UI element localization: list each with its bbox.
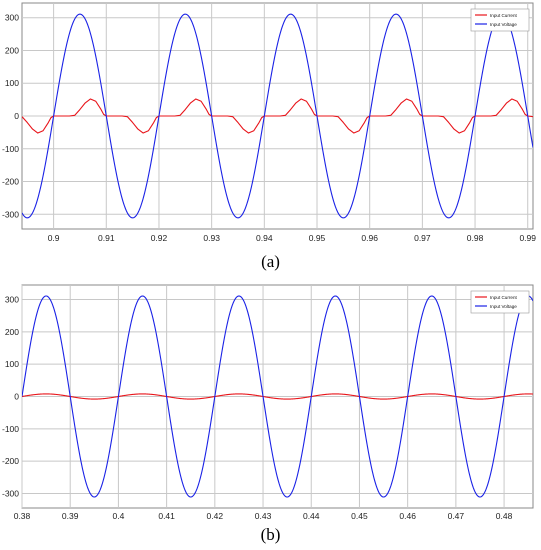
caption-b: (b) (260, 525, 281, 544)
legend-label: Input Voltage (490, 22, 517, 27)
x-tick-label: 0.94 (256, 233, 273, 243)
x-tick-label: 0.46 (399, 511, 416, 521)
x-tick-label: 0.48 (496, 511, 513, 521)
caption-a: (a) (261, 252, 280, 271)
legend-label: Input Voltage (490, 304, 517, 309)
y-tick-label: 0 (14, 111, 19, 121)
chart-panel-b: 0.38 0.39 0.4 0.41 0.42 0.43 0.44 0.45 0.46 0.47 0… (0, 280, 541, 550)
series-line-input-current (22, 393, 533, 400)
legend-label: Input Current (490, 295, 518, 300)
x-tick-label: 0.96 (361, 233, 378, 243)
y-tick-label: 100 (5, 78, 19, 88)
x-tick-label: 0.97 (414, 233, 431, 243)
y-tick-label: -300 (2, 488, 19, 498)
y-tick-label: 300 (5, 295, 19, 305)
x-tick-label: 0.47 (448, 511, 465, 521)
y-tick-label: -200 (2, 177, 19, 187)
x-tick-label: 0.98 (467, 233, 484, 243)
y-tick-label: 100 (5, 359, 19, 369)
x-tick-label: 0.93 (203, 233, 220, 243)
x-tick-label: 0.41 (158, 511, 175, 521)
x-tick-label: 0.92 (151, 233, 168, 243)
x-tick-label: 0.38 (14, 511, 31, 521)
y-tick-label: -300 (2, 209, 19, 219)
x-tick-label: 0.99 (519, 233, 536, 243)
x-tick-label: 0.95 (309, 233, 326, 243)
x-tick-label: 0.4 (113, 511, 125, 521)
y-tick-label: 300 (5, 13, 19, 23)
series-line-input-voltage (22, 13, 533, 219)
y-tick-label: 200 (5, 45, 19, 55)
x-tick-label: 0.44 (303, 511, 320, 521)
y-tick-label: -200 (2, 456, 19, 466)
x-tick-label: 0.91 (98, 233, 115, 243)
legend-label: Input Current (490, 13, 518, 18)
x-tick-label: 0.42 (207, 511, 224, 521)
chart-panel-a: 0.9 0.91 0.92 0.93 0.94 0.95 0.96 0.97 0.98 0.99 -… (2, 2, 536, 271)
x-tick-label: 0.9 (48, 233, 60, 243)
y-tick-label: -100 (2, 424, 19, 434)
x-tick-label: 0.43 (255, 511, 272, 521)
x-tick-label: 0.39 (62, 511, 79, 521)
chart-b: 0.38 0.39 0.4 0.41 0.42 0.43 0.44 0.45 0.46 0.47 0… (2, 284, 534, 521)
y-tick-label: 200 (5, 327, 19, 337)
y-tick-label: 0 (14, 392, 19, 402)
series-line-input-voltage (22, 295, 533, 498)
y-tick-label: -100 (2, 144, 19, 154)
chart-a: 0.9 0.91 0.92 0.93 0.94 0.95 0.96 0.97 0.98 0.99 -… (2, 2, 536, 243)
x-tick-label: 0.45 (351, 511, 368, 521)
